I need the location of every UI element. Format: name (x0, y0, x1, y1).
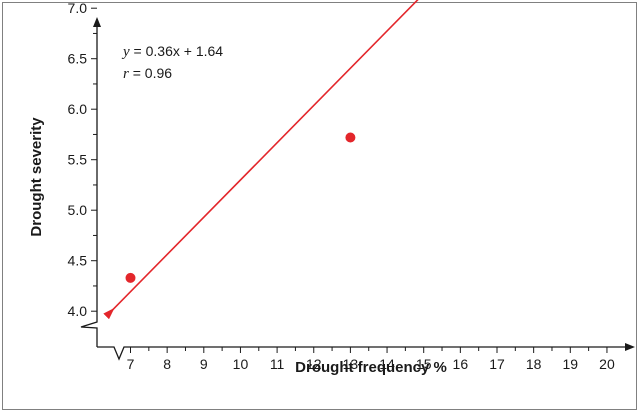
y-tick-label: 6.0 (68, 101, 88, 117)
x-tick-label: 9 (200, 356, 208, 372)
y-axis-ticks: 4.04.55.05.56.06.57.07.58.08.59.0 (68, 0, 97, 319)
data-series (103, 0, 632, 320)
x-tick-label: 19 (563, 356, 579, 372)
data-point (345, 132, 356, 143)
x-axis-ticks: 7 8 9 10 11 12 13 14 15 16 17 18 19 20 (127, 347, 615, 372)
y-tick-label: 7.0 (68, 0, 88, 16)
y-axis-title: Drought severity (28, 117, 45, 237)
y-tick-label: 6.5 (68, 51, 88, 67)
y-tick-label: 4.5 (68, 253, 88, 269)
y-tick-label: 4.0 (68, 303, 88, 319)
regression-equation: y = 0.36x + 1.64 (121, 43, 223, 60)
r-value: = 0.96 (129, 65, 172, 81)
regression-line (103, 0, 632, 320)
x-axis-title: Drought frequency % (295, 359, 447, 376)
data-point (125, 272, 136, 283)
correlation-coefficient: r = 0.96 (123, 65, 172, 82)
x-tick-label: 16 (453, 356, 469, 372)
x-tick-label: 18 (526, 356, 542, 372)
r-variable: r (123, 66, 129, 82)
axes (80, 17, 635, 361)
equation-body: = 0.36x + 1.64 (130, 43, 224, 59)
x-tick-label: 8 (163, 356, 171, 372)
x-tick-label: 11 (270, 356, 285, 372)
x-tick-label: 13 (343, 356, 359, 372)
x-axis-line (97, 343, 635, 361)
y-tick-label: 5.0 (68, 202, 88, 218)
x-tick-label: 15 (416, 356, 432, 372)
x-tick-label: 20 (599, 356, 615, 372)
x-tick-label: 14 (379, 356, 395, 372)
y-tick-label: 5.5 (68, 152, 88, 168)
equation-y-variable: y (121, 44, 130, 60)
y-axis-line (80, 17, 101, 347)
x-tick-label: 7 (127, 356, 135, 372)
x-tick-label: 12 (306, 356, 322, 372)
x-tick-label: 17 (489, 356, 505, 372)
x-tick-label: 10 (233, 356, 249, 372)
